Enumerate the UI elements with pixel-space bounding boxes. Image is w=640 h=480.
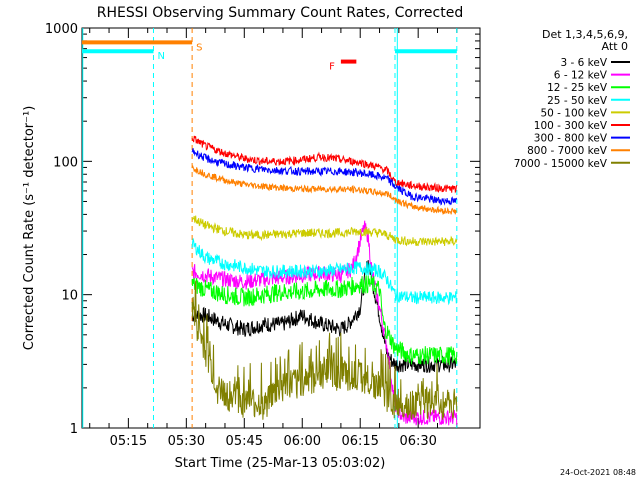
x-tick-label: 05:30 — [168, 434, 205, 449]
y-tick-label: 1 — [70, 422, 78, 437]
legend-label: 50 - 100 keV — [540, 107, 607, 119]
legend-label: 3 - 6 keV — [560, 57, 607, 69]
y-tick-label: 10 — [61, 289, 78, 304]
y-tick-label: 100 — [53, 155, 78, 170]
y-tick-label: 1000 — [45, 22, 78, 37]
x-tick-label: 05:15 — [110, 434, 147, 449]
legend-header-line2: Att 0 — [602, 40, 628, 53]
x-tick-label: 05:45 — [226, 434, 263, 449]
state-bar-label: S — [196, 42, 202, 53]
chart-title: RHESSI Observing Summary Count Rates, Co… — [97, 5, 463, 21]
x-tick-label: 06:30 — [399, 434, 436, 449]
plot-frame — [81, 27, 481, 429]
legend-label: 12 - 25 keV — [547, 82, 608, 94]
series-line — [191, 135, 458, 194]
state-bar-label: F — [329, 62, 335, 73]
series-line — [191, 165, 457, 215]
legend-label: 7000 - 15000 keV — [514, 158, 608, 170]
series-line — [191, 280, 458, 420]
series-line — [191, 275, 458, 365]
legend-label: 100 - 300 keV — [534, 120, 608, 132]
legend-label: 6 - 12 keV — [554, 70, 608, 82]
series-line — [191, 238, 458, 306]
y-axis-label: Corrected Count Rate (s⁻¹ detector⁻¹) — [22, 106, 37, 351]
legend-header-line1: Det 1,3,4,5,6,9, — [542, 28, 628, 41]
series-line — [191, 215, 458, 247]
footer-date: 24-Oct-2021 08:48 — [560, 468, 636, 477]
legend-label: 800 - 7000 keV — [527, 145, 608, 157]
series-line — [191, 220, 458, 426]
legend-label: 300 - 800 keV — [534, 133, 608, 145]
x-tick-label: 06:00 — [284, 434, 321, 449]
plot-area: 1 10 100 1000 05:15 05:30 05:45 06:00 06:15 06:30… — [45, 22, 481, 449]
legend-label: 25 - 50 keV — [547, 95, 608, 107]
x-axis-label: Start Time (25-Mar-13 05:03:02) — [175, 456, 386, 471]
x-tick-label: 06:15 — [341, 434, 378, 449]
series-line — [191, 148, 458, 206]
state-bar-label: N — [157, 51, 164, 62]
